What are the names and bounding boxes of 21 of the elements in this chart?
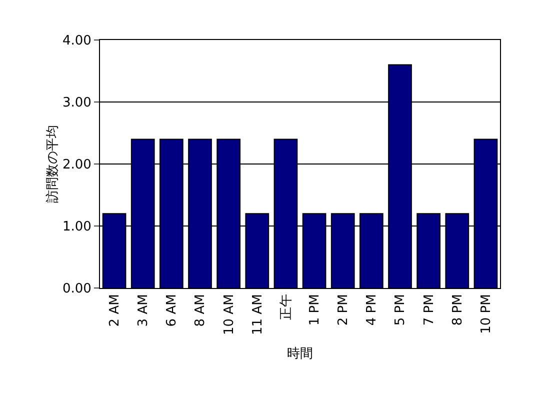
x-tick-label: 6 AM <box>164 294 180 327</box>
y-tick-label: 2.00 <box>62 158 92 173</box>
x-tick-label: 5 PM <box>393 294 408 326</box>
x-tick-label: 10 AM <box>222 294 237 335</box>
x-tick-label: 8 PM <box>450 294 466 326</box>
x-tick-label: 2 PM <box>336 294 352 326</box>
x-tick-label: 8 AM <box>193 294 208 327</box>
y-axis-title: 訪問数の平均 <box>45 125 60 203</box>
x-tick-label: 1 PM <box>308 294 323 326</box>
y-tick-label: 3.00 <box>62 96 92 111</box>
y-tick-label: 0.00 <box>62 282 92 297</box>
x-tick-label: 7 PM <box>422 294 437 326</box>
x-tick-label: 2 AM <box>108 294 123 327</box>
y-tick-label: 4.00 <box>62 34 92 49</box>
x-tick-label: 3 AM <box>136 294 152 327</box>
x-tick-label: 4 PM <box>364 294 380 326</box>
x-tick-label: 10 PM <box>478 294 494 334</box>
x-axis-title: 時間 <box>287 346 313 362</box>
y-tick-label: 1.00 <box>62 220 92 235</box>
x-tick-label: 正午 <box>278 294 294 320</box>
x-tick-label: 11 AM <box>250 294 266 335</box>
